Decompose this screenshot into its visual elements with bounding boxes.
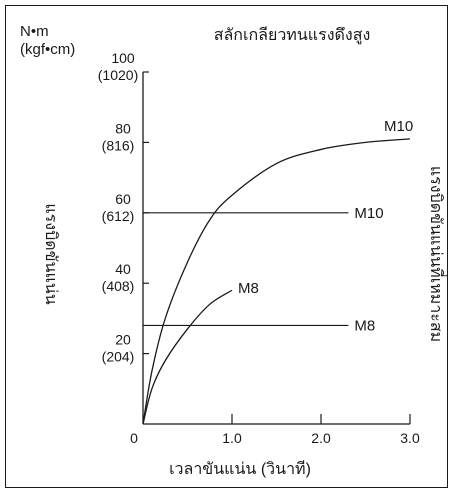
y-tick-label: 20 [115, 332, 131, 348]
y-tick-label: 60 [115, 191, 131, 207]
y-tick-sublabel: (816) [102, 137, 135, 153]
series-curve-m8 [142, 289, 233, 425]
unit-label-kgfcm: (kgf•cm) [20, 41, 75, 58]
y-tick-label: 40 [115, 261, 131, 277]
y-axis-label-right: แรงบิดขันแน่นที่เหมาะสม [427, 166, 448, 342]
series-label-m8: M8 [238, 280, 259, 297]
series-label-m10: M10 [384, 118, 413, 135]
y-tick-label: 80 [115, 120, 131, 136]
y-tick-sublabel: (1020) [98, 67, 138, 83]
y-tick-sublabel: (408) [102, 278, 135, 294]
y-axis-label: แรงบิดขันแน่น [42, 203, 59, 304]
x-axis-label: เวลาขันแน่น (วินาที) [169, 460, 311, 478]
chart-title: สลักเกลียวทนแรงดึงสูง [214, 26, 371, 45]
y-tick-sublabel: (612) [102, 208, 135, 224]
unit-label-nm: N•m [20, 23, 49, 40]
x-tick-label: 1.0 [222, 430, 242, 446]
series-label-m8-hline: M8 [354, 317, 375, 334]
x-tick-label: 3.0 [400, 430, 420, 446]
x-tick-label: 0 [130, 430, 138, 446]
plot-area: 100(1020) 80(816) 60(612) 40(408) 20(204) 0 1.… [98, 50, 420, 446]
series-curve-m10 [142, 138, 411, 425]
chart-frame [5, 5, 448, 488]
x-tick-label: 2.0 [311, 430, 331, 446]
y-tick-label: 100 [111, 50, 135, 66]
y-tick-sublabel: (204) [102, 349, 135, 365]
series-label-m10-hline: M10 [354, 205, 383, 222]
